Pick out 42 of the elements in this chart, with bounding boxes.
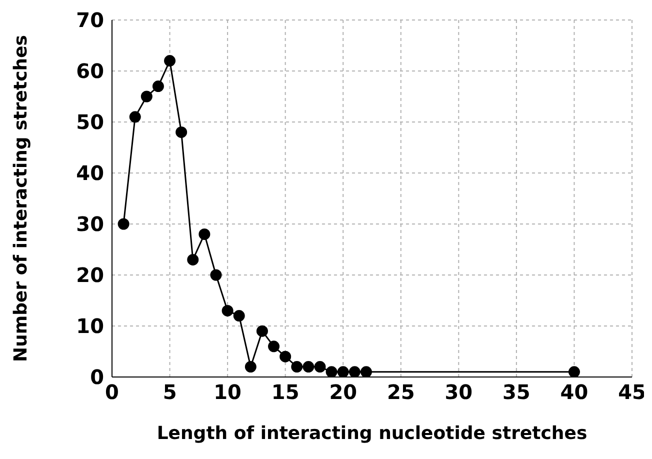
- y-tick-label: 10: [76, 314, 104, 338]
- y-axis-title: Number of interacting stretches: [10, 35, 32, 362]
- point: [360, 366, 372, 377]
- x-tick-label: 40: [560, 380, 588, 404]
- point: [198, 228, 210, 240]
- y-tick-label: 70: [76, 8, 104, 32]
- x-tick-label: 20: [329, 380, 358, 404]
- point: [568, 366, 580, 377]
- point: [291, 361, 303, 373]
- x-tick-label: 0: [105, 380, 119, 404]
- y-tick-label: 60: [76, 59, 104, 84]
- point: [152, 80, 164, 92]
- y-tick-label: 20: [76, 263, 104, 288]
- point: [222, 304, 234, 316]
- x-axis-title: Length of interacting nucleotide stretches: [156, 423, 588, 444]
- point: [256, 325, 268, 337]
- point: [140, 90, 152, 102]
- point: [302, 361, 314, 373]
- y-tick-label: 40: [76, 161, 104, 186]
- y-tick-label: 50: [76, 110, 104, 134]
- point: [268, 340, 280, 352]
- point: [129, 111, 141, 123]
- y-tick-label: 30: [76, 212, 104, 236]
- x-tick-label: 10: [214, 380, 242, 404]
- point: [337, 366, 349, 377]
- point: [348, 366, 360, 377]
- point: [233, 310, 245, 322]
- x-tick-label: 15: [271, 380, 300, 404]
- point: [280, 350, 292, 362]
- point: [244, 361, 256, 373]
- point: [210, 269, 222, 281]
- y-tick-label: 0: [90, 365, 104, 390]
- point: [314, 361, 326, 373]
- point: [176, 126, 188, 138]
- x-tick-label: 25: [386, 380, 415, 404]
- x-tick-label: 30: [444, 380, 473, 404]
- x-tick-label: 5: [162, 380, 177, 404]
- x-tick-label: 35: [502, 380, 530, 404]
- point: [164, 55, 176, 67]
- point: [118, 218, 130, 230]
- point: [187, 254, 199, 266]
- point: [326, 366, 338, 377]
